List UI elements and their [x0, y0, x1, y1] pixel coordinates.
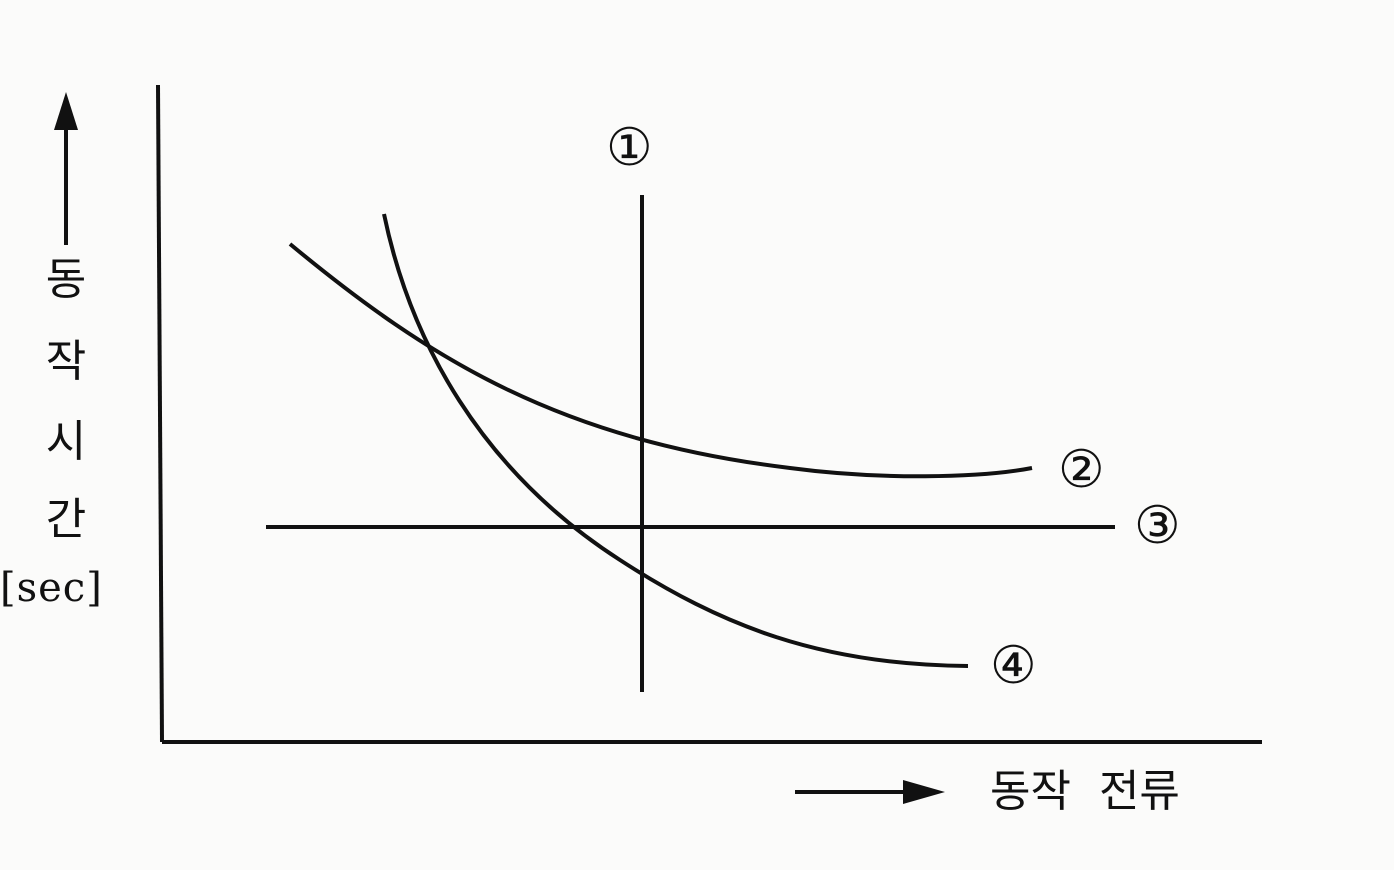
y-axis-label-char-3: 시: [45, 416, 87, 467]
y-axis-label-char-4: 간: [45, 494, 87, 545]
x-arrow-head: [903, 780, 945, 804]
y-axis-label-char-2: 작: [45, 336, 87, 387]
y-arrow-head: [54, 92, 78, 130]
curve-2-label: ②: [1058, 440, 1105, 500]
curve-2-line: [288, 242, 1033, 479]
curve-4-label: ④: [990, 636, 1037, 696]
y-axis-line: [156, 84, 164, 743]
curve-4-line: [382, 213, 969, 668]
y-axis-unit: [sec]: [0, 565, 103, 611]
x-axis-label: 동작 전류: [990, 766, 1180, 817]
y-axis-label-char-1: 동: [45, 254, 87, 305]
curve-1-label: ①: [606, 118, 653, 178]
curve-3-label: ③: [1134, 496, 1181, 556]
